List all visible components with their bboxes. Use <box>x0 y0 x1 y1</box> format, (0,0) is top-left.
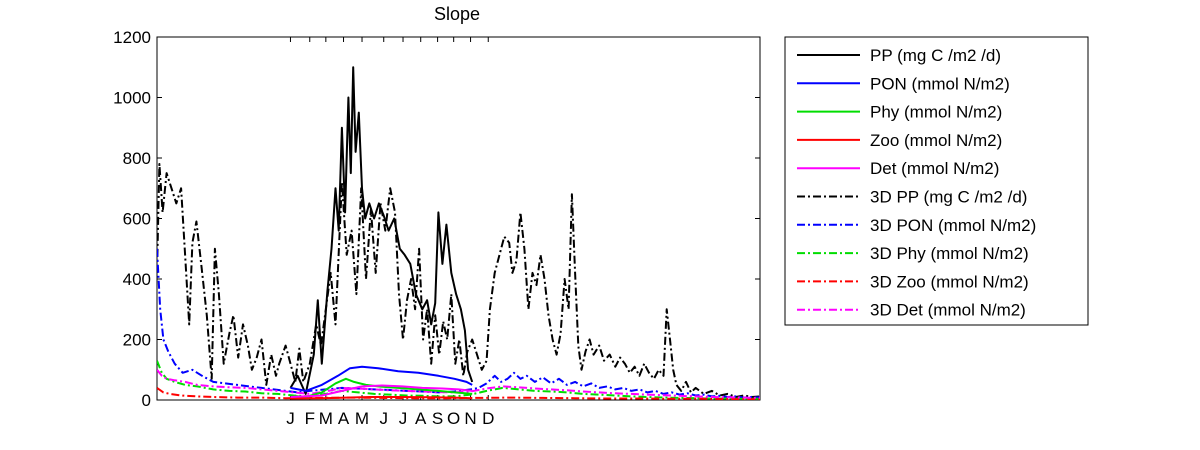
x-tick-label: M <box>355 409 369 428</box>
chart-title: Slope <box>434 4 480 24</box>
x-tick-label: A <box>415 409 427 428</box>
x-tick-label: O <box>447 409 460 428</box>
x-tick-label: A <box>338 409 350 428</box>
plot-area <box>156 36 761 401</box>
series-line-3d-idx8 <box>157 387 760 400</box>
series-line-idx3 <box>290 396 473 400</box>
y-axis: 0 200 400 600 800 1000 1200 <box>113 28 760 410</box>
y-tick-label: 600 <box>123 210 151 229</box>
legend-label: PP (mg C /m2 /d) <box>870 46 1001 65</box>
legend-label: 3D Det (mmol N/m2) <box>870 301 1026 320</box>
series-line-idx1 <box>290 365 473 392</box>
legend: PP (mg C /m2 /d) PON (mmol N/m2) Phy (mmol… <box>784 36 1089 326</box>
y-tick-label: 0 <box>142 391 151 410</box>
legend-label: 3D Phy (mmol N/m2) <box>870 244 1029 263</box>
x-tick-label: N <box>464 409 476 428</box>
x-tick-label: F <box>305 409 315 428</box>
series-line-3d-idx9 <box>157 369 760 399</box>
x-tick-label: D <box>482 409 494 428</box>
x-tick-label: J <box>286 409 295 428</box>
series-layer <box>157 66 760 400</box>
legend-label: Phy (mmol N/m2) <box>870 103 1002 122</box>
y-tick-label: 1200 <box>113 28 151 47</box>
legend-label: PON (mmol N/m2) <box>870 74 1010 93</box>
series-line-idx4 <box>290 384 473 398</box>
x-tick-label: J <box>399 409 408 428</box>
y-tick-label: 1000 <box>113 89 151 108</box>
series-line-idx2 <box>290 377 473 398</box>
y-tick-label: 200 <box>123 331 151 350</box>
series-line-3d-idx5 <box>157 163 760 398</box>
series-line-3d-idx6 <box>157 248 760 399</box>
x-tick-label: S <box>432 409 443 428</box>
legend-label: 3D PON (mmol N/m2) <box>870 216 1036 235</box>
legend-label: Zoo (mmol N/m2) <box>870 131 1002 150</box>
x-tick-label: J <box>379 409 388 428</box>
x-tick-label: M <box>319 409 333 428</box>
y-tick-label: 400 <box>123 270 151 289</box>
series-line-idx0 <box>289 66 474 395</box>
legend-box <box>784 36 1089 326</box>
y-tick-label: 800 <box>123 149 151 168</box>
legend-label: 3D Zoo (mmol N/m2) <box>870 272 1029 291</box>
legend-label: 3D PP (mg C /m2 /d) <box>870 188 1027 207</box>
legend-label: Det (mmol N/m2) <box>870 159 999 178</box>
